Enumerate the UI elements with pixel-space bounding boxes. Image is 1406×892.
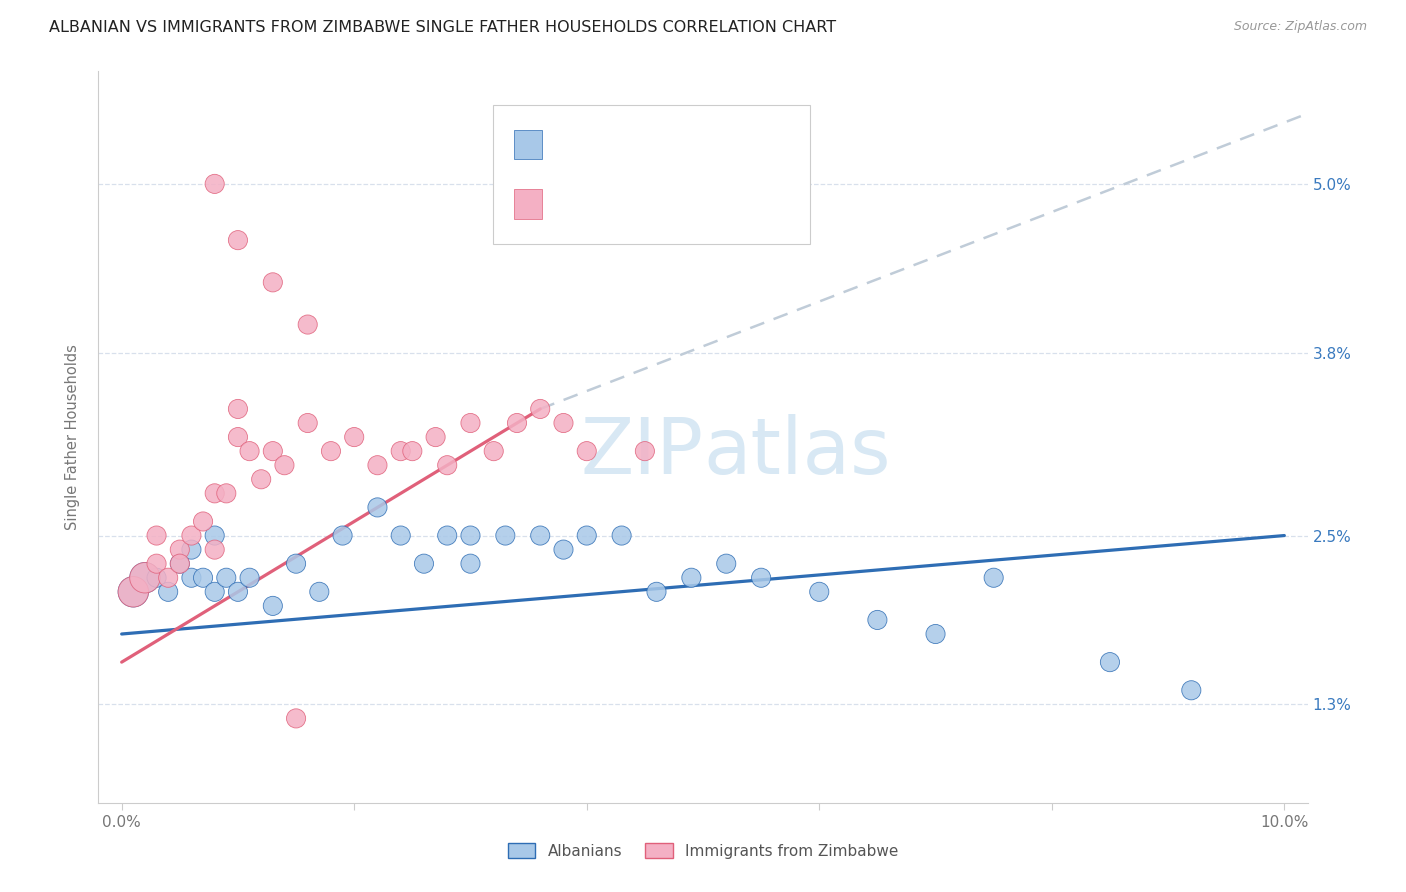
Point: [366, 458, 388, 473]
Point: [529, 528, 551, 542]
Point: [343, 430, 366, 444]
Point: [610, 528, 633, 542]
Point: [645, 584, 668, 599]
Point: [169, 557, 191, 571]
Point: [389, 528, 412, 542]
Point: [634, 444, 657, 458]
Point: [575, 444, 598, 458]
Point: [460, 528, 482, 542]
Point: [204, 486, 226, 500]
Point: [191, 515, 214, 529]
Point: [191, 571, 214, 585]
Point: [983, 571, 1005, 585]
Text: R =: R =: [554, 136, 588, 152]
Y-axis label: Single Father Households: Single Father Households: [65, 344, 80, 530]
Point: [122, 584, 145, 599]
Point: [145, 528, 167, 542]
Text: 33: 33: [685, 196, 706, 211]
Text: 0.372: 0.372: [582, 196, 633, 211]
Point: [145, 557, 167, 571]
Point: [204, 542, 226, 557]
Point: [297, 318, 319, 332]
Point: [436, 528, 458, 542]
Point: [250, 472, 273, 486]
Point: [297, 416, 319, 430]
Point: [262, 276, 284, 290]
Point: [239, 571, 262, 585]
Point: [226, 401, 249, 416]
Point: [749, 571, 772, 585]
Point: [332, 528, 354, 542]
Point: [553, 416, 575, 430]
Point: [180, 571, 202, 585]
Point: [413, 557, 436, 571]
Text: ZIP: ZIP: [581, 414, 703, 490]
Point: [204, 177, 226, 191]
Text: atlas: atlas: [703, 414, 890, 490]
Point: [425, 430, 447, 444]
Text: R =: R =: [554, 196, 588, 211]
Point: [285, 711, 308, 725]
Point: [529, 401, 551, 416]
Point: [262, 599, 284, 613]
Point: [1180, 683, 1202, 698]
Point: [204, 584, 226, 599]
Point: [157, 571, 180, 585]
Point: [808, 584, 831, 599]
Point: [319, 444, 342, 458]
Point: [215, 571, 238, 585]
Point: [389, 444, 412, 458]
Point: [169, 542, 191, 557]
Point: [134, 571, 156, 585]
Point: [460, 557, 482, 571]
Point: [866, 613, 889, 627]
Point: [204, 528, 226, 542]
Point: [681, 571, 703, 585]
Point: [716, 557, 738, 571]
Point: [924, 627, 946, 641]
Point: [575, 528, 598, 542]
Legend: Albanians, Immigrants from Zimbabwe: Albanians, Immigrants from Zimbabwe: [502, 837, 904, 864]
Point: [169, 557, 191, 571]
Point: [553, 542, 575, 557]
Point: [180, 542, 202, 557]
Point: [494, 528, 516, 542]
Point: [460, 416, 482, 430]
Point: [145, 571, 167, 585]
Point: [273, 458, 295, 473]
Point: [226, 584, 249, 599]
Point: [262, 444, 284, 458]
Point: [180, 528, 202, 542]
Point: [436, 458, 458, 473]
Text: N =: N =: [636, 136, 686, 152]
Point: [134, 571, 156, 585]
Text: ALBANIAN VS IMMIGRANTS FROM ZIMBABWE SINGLE FATHER HOUSEHOLDS CORRELATION CHART: ALBANIAN VS IMMIGRANTS FROM ZIMBABWE SIN…: [49, 20, 837, 35]
Point: [482, 444, 505, 458]
Point: [226, 233, 249, 247]
Point: [366, 500, 388, 515]
Point: [157, 584, 180, 599]
Point: [1098, 655, 1121, 669]
Text: Source: ZipAtlas.com: Source: ZipAtlas.com: [1233, 20, 1367, 33]
Point: [401, 444, 423, 458]
Point: [285, 557, 308, 571]
Point: [239, 444, 262, 458]
Text: 0.127: 0.127: [582, 136, 633, 152]
Point: [226, 430, 249, 444]
Point: [215, 486, 238, 500]
Text: 38: 38: [685, 136, 706, 152]
Point: [506, 416, 529, 430]
Point: [308, 584, 330, 599]
Point: [122, 584, 145, 599]
Text: N =: N =: [636, 196, 686, 211]
